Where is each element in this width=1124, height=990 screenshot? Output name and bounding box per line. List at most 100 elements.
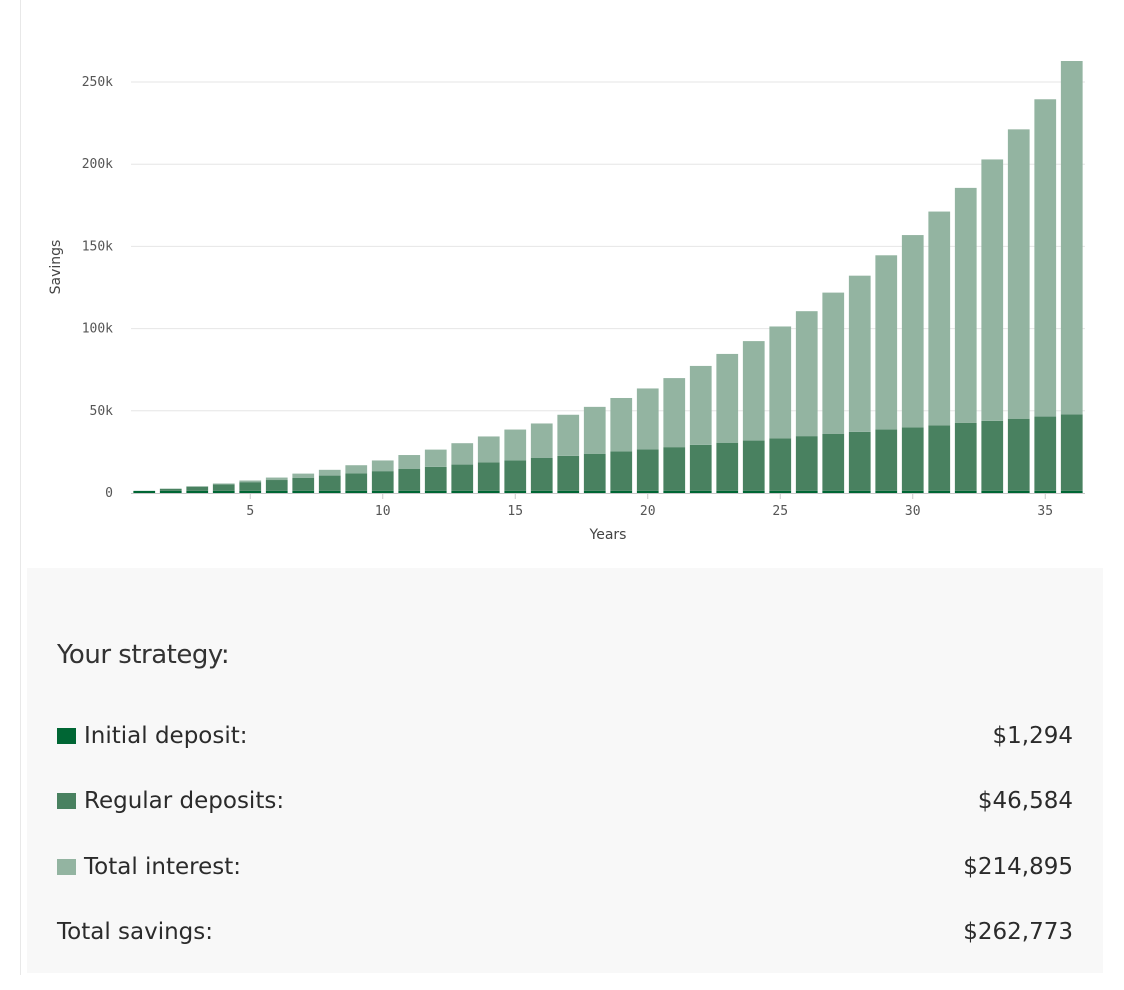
bar-initial-deposit xyxy=(398,490,421,493)
bar-regular-deposits xyxy=(716,442,739,491)
total-interest-value: $214,895 xyxy=(963,854,1073,880)
bar-regular-deposits xyxy=(610,451,633,491)
bar-regular-deposits xyxy=(742,440,765,491)
bar-regular-deposits xyxy=(557,455,580,491)
bar-regular-deposits xyxy=(875,429,898,491)
bar-regular-deposits xyxy=(769,438,792,491)
bar-initial-deposit xyxy=(901,490,924,493)
bar-total-interest xyxy=(345,465,368,474)
bar-total-interest xyxy=(398,455,421,470)
bar-total-interest xyxy=(875,255,898,430)
bar-initial-deposit xyxy=(1060,490,1083,493)
bar-regular-deposits xyxy=(848,431,871,491)
bar-initial-deposit xyxy=(928,490,951,493)
bar-regular-deposits xyxy=(371,471,394,491)
bar-initial-deposit xyxy=(981,490,1004,493)
initial-deposit-value: $1,294 xyxy=(992,723,1073,749)
bar-regular-deposits xyxy=(689,444,712,491)
bar-regular-deposits xyxy=(504,460,527,491)
bar-initial-deposit xyxy=(822,490,845,493)
bar-initial-deposit xyxy=(265,490,288,493)
bar-initial-deposit xyxy=(186,490,209,493)
y-tick-label: 0 xyxy=(105,486,113,501)
bar-regular-deposits xyxy=(1034,416,1057,491)
bar-total-interest xyxy=(1007,129,1030,419)
bar-regular-deposits xyxy=(318,475,341,491)
bar-total-interest xyxy=(716,353,739,443)
bar-initial-deposit xyxy=(848,490,871,493)
bar-initial-deposit xyxy=(424,490,447,493)
bar-total-interest xyxy=(424,449,447,467)
bar-total-interest xyxy=(504,429,527,461)
bar-total-interest xyxy=(928,211,951,426)
bar-regular-deposits xyxy=(292,477,315,491)
bar-regular-deposits xyxy=(1060,414,1083,491)
bar-initial-deposit xyxy=(663,490,686,493)
bar-initial-deposit xyxy=(1007,490,1030,493)
bar-total-interest xyxy=(636,388,659,450)
x-tick-label: 10 xyxy=(375,504,391,519)
x-tick-label: 25 xyxy=(772,504,788,519)
bar-initial-deposit xyxy=(716,490,739,493)
bar-regular-deposits xyxy=(954,422,977,491)
x-axis-title: Years xyxy=(589,527,627,543)
bar-regular-deposits xyxy=(636,449,659,491)
total-savings-row: Total savings: $262,773 xyxy=(57,912,1073,952)
x-tick-label: 35 xyxy=(1037,504,1053,519)
bar-initial-deposit xyxy=(318,490,341,493)
total-interest-label: Total interest: xyxy=(84,854,242,880)
bar-regular-deposits xyxy=(928,425,951,491)
regular-deposits-swatch xyxy=(57,793,76,809)
x-tick-label: 30 xyxy=(905,504,921,519)
bar-total-interest xyxy=(292,473,315,478)
bar-total-interest xyxy=(318,469,341,476)
y-axis-title: Savings xyxy=(48,240,64,295)
y-tick-label: 100k xyxy=(82,322,113,337)
bar-total-interest xyxy=(1034,99,1057,417)
y-tick-label: 50k xyxy=(90,404,114,419)
left-divider xyxy=(20,0,21,975)
bar-initial-deposit xyxy=(292,490,315,493)
bar-initial-deposit xyxy=(610,490,633,493)
bar-total-interest xyxy=(451,443,474,465)
bar-regular-deposits xyxy=(1007,418,1030,491)
bar-regular-deposits xyxy=(398,469,421,491)
bar-initial-deposit xyxy=(742,490,765,493)
bar-regular-deposits xyxy=(239,482,262,491)
bar-regular-deposits xyxy=(212,484,235,491)
initial-deposit-label: Initial deposit: xyxy=(84,723,248,749)
bar-total-interest xyxy=(212,483,235,485)
bar-initial-deposit xyxy=(477,490,500,493)
bar-total-interest xyxy=(239,480,262,483)
y-tick-label: 250k xyxy=(82,75,113,90)
regular-deposits-row: Regular deposits: $46,584 xyxy=(57,781,1073,821)
bar-total-interest xyxy=(610,397,633,452)
bar-total-interest xyxy=(848,275,871,432)
bar-initial-deposit xyxy=(212,490,235,493)
y-tick-label: 150k xyxy=(82,239,113,254)
bar-initial-deposit xyxy=(689,490,712,493)
bar-total-interest xyxy=(583,406,606,454)
bar-total-interest xyxy=(822,292,845,434)
bar-total-interest xyxy=(981,159,1004,421)
bar-initial-deposit xyxy=(583,490,606,493)
total-savings-value: $262,773 xyxy=(963,919,1073,945)
bar-total-interest xyxy=(663,378,686,448)
bar-initial-deposit xyxy=(345,490,368,493)
bar-initial-deposit xyxy=(636,490,659,493)
bar-regular-deposits xyxy=(451,464,474,491)
bar-initial-deposit xyxy=(795,490,818,493)
bar-total-interest xyxy=(901,235,924,428)
x-tick-label: 15 xyxy=(507,504,523,519)
bar-regular-deposits xyxy=(530,457,553,491)
bar-initial-deposit xyxy=(530,490,553,493)
bar-regular-deposits xyxy=(822,433,845,491)
bar-total-interest xyxy=(530,423,553,458)
bar-initial-deposit xyxy=(769,490,792,493)
bar-regular-deposits xyxy=(583,453,606,491)
bar-regular-deposits xyxy=(265,480,288,491)
initial-deposit-row: Initial deposit: $1,294 xyxy=(57,716,1073,756)
bar-initial-deposit xyxy=(451,490,474,493)
bar-initial-deposit xyxy=(133,490,156,493)
bar-total-interest xyxy=(795,311,818,437)
